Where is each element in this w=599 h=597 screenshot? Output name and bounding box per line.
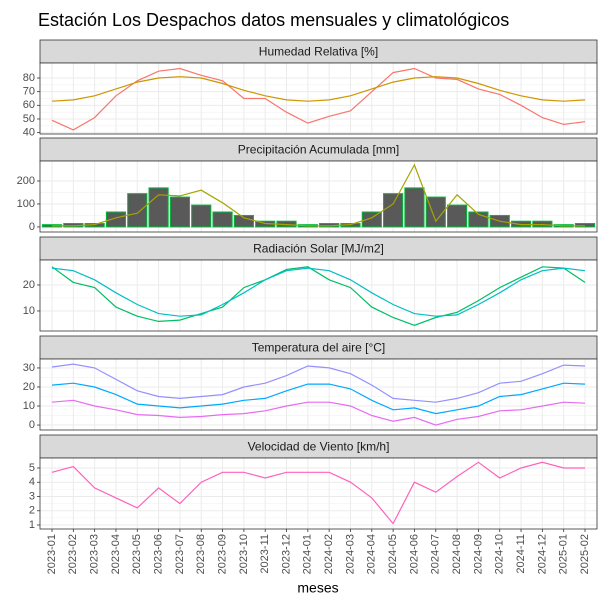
panel-title: Humedad Relativa [%] [259,45,378,59]
x-tick-label: 2024-09 [472,534,484,574]
y-tick-label: 10 [23,400,35,412]
x-tick-label: 2023-10 [238,534,250,574]
x-tick-label: 2023-04 [110,534,122,574]
panel-border [39,62,598,135]
bar [233,214,254,228]
y-tick-label: 5 [29,462,35,474]
x-tick-label: 2023-02 [67,534,79,574]
line [51,267,586,317]
x-tick-label: 2023-08 [195,534,207,574]
x-tick-label: 2024-02 [323,534,335,574]
bar [169,196,191,228]
x-tick-label: 2024-11 [515,534,527,574]
line [51,363,586,403]
y-tick-label: 60 [23,99,35,111]
y-tick-label: 1 [29,519,35,531]
x-tick-label: 2023-06 [153,534,165,574]
line [51,399,586,426]
line [51,76,586,102]
x-tick-label: 2024-05 [387,534,399,574]
panel-border [39,259,598,332]
panel-border [39,457,598,530]
x-tick-label: 2023-05 [131,534,143,574]
x-tick-label: 2024-10 [494,534,506,574]
panel-background [40,359,597,430]
y-tick-label: 0 [29,419,35,431]
bar [446,204,468,228]
panel-border [39,358,598,431]
x-tick-label: 2024-03 [344,534,356,574]
y-tick-label: 200 [17,175,35,187]
line [52,163,585,227]
y-tick-label: 40 [23,127,35,139]
y-tick-label: 3 [29,490,35,502]
y-tick-label: 4 [29,476,35,488]
x-tick-label: 2024-07 [430,534,442,574]
panel-border [39,160,598,233]
y-tick-label: 70 [23,86,35,98]
x-axis-label: meses [297,580,338,596]
y-tick-label: 80 [23,72,35,84]
y-tick-label: 20 [23,279,35,291]
y-tick-label: 2 [29,505,35,517]
line [51,266,586,326]
x-tick-label: 2023-12 [280,534,292,574]
chart-title: Estación Los Despachos datos mensuales y… [38,10,509,30]
bar [148,187,169,228]
x-tick-label: 2024-08 [451,534,463,574]
x-tick-label: 2025-01 [558,534,570,574]
y-tick-label: 50 [23,113,35,125]
y-tick-label: 30 [23,362,35,374]
y-tick-label: 10 [23,305,35,317]
y-tick-label: 20 [23,381,35,393]
panel-background [40,458,597,529]
bar [212,211,233,228]
y-tick-label: 0 [29,221,35,233]
line [51,67,586,131]
bar [425,196,446,228]
x-tick-label: 2024-06 [408,534,420,574]
line [51,382,586,415]
x-tick-label: 2023-01 [46,534,58,574]
panel-title: Precipitación Acumulada [mm] [238,143,399,157]
x-tick-label: 2023-11 [259,534,271,574]
bar [361,211,382,228]
x-tick-label: 2023-03 [89,534,101,574]
bar [191,204,212,228]
x-tick-label: 2023-07 [174,534,186,574]
panel-title: Radiación Solar [MJ/m2] [253,242,384,256]
bar [383,193,404,228]
bar [404,187,425,228]
x-tick-label: 2023-09 [216,534,228,574]
panel-background [40,260,597,331]
y-tick-label: 100 [17,198,35,210]
panel-title: Velocidad de Viento [km/h] [248,440,390,454]
bar [127,193,148,228]
x-tick-label: 2024-12 [536,534,548,574]
x-tick-label: 2024-04 [366,534,378,574]
bar [105,211,127,228]
line [51,461,585,525]
x-tick-label: 2025-02 [579,534,591,574]
panel-title: Temperatura del aire [°C] [252,341,386,355]
x-tick-label: 2024-01 [302,534,314,574]
